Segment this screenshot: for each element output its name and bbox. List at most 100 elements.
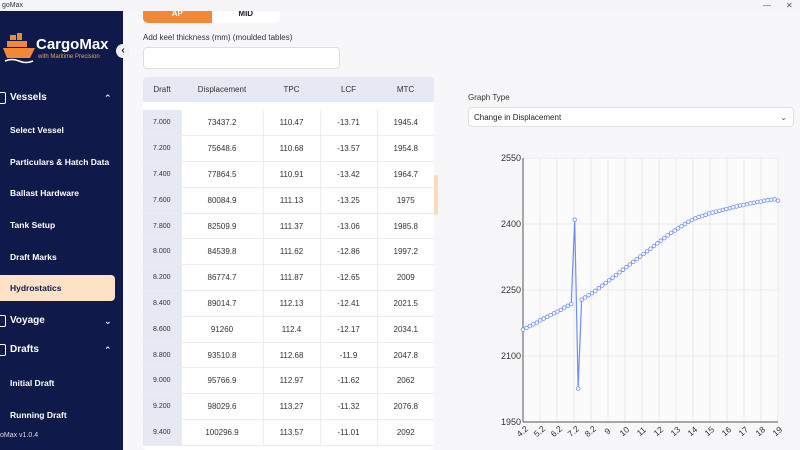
data-point (593, 288, 598, 294)
table-cell: 111.37 (262, 213, 320, 240)
table-cell: 77864.5 (180, 161, 263, 188)
sidebar-item-ballast-hardware[interactable]: Ballast Hardware (10, 188, 79, 198)
ship-icon (3, 33, 35, 64)
sidebar-item-initial-draft[interactable]: Initial Draft (10, 378, 55, 388)
data-point (555, 309, 560, 314)
data-point (655, 241, 660, 246)
table-cell: 2076.8 (376, 393, 434, 421)
x-tick-label: 9 (602, 426, 612, 437)
data-point (648, 246, 653, 251)
data-point (727, 205, 732, 211)
table-row: 7.800 82509.9 111.37 -13.06 1985.8 (143, 213, 434, 240)
chevron-left-icon: ‹ (121, 45, 125, 56)
sidebar-item-running-draft[interactable]: Running Draft (10, 410, 67, 420)
data-point (724, 206, 729, 212)
data-point (675, 226, 681, 231)
data-point (741, 202, 746, 208)
table-cell: 95766.9 (180, 367, 263, 395)
y-tick-label: 1950 (501, 417, 521, 427)
table-cell: 1985.8 (376, 213, 434, 240)
window-titlebar: goMax — ✕ (0, 0, 800, 11)
y-tick-label: 2100 (501, 351, 521, 361)
x-tick-label: 8.2 (583, 423, 599, 438)
table-cell: 7.800 (143, 213, 181, 240)
table-cell: -11.62 (319, 367, 377, 395)
data-point (603, 280, 608, 286)
window-title: goMax (2, 2, 24, 9)
table-cell: 2062 (376, 367, 434, 395)
sidebar-item-select-vessel[interactable]: Select Vessel (10, 125, 64, 135)
data-point (751, 200, 757, 206)
data-point (637, 254, 643, 259)
data-point (679, 223, 684, 229)
sidebar-item-particulars[interactable]: Particulars & Hatch Data (10, 157, 110, 167)
brand-tagline: with Maritime Precision (38, 54, 100, 60)
data-point (686, 219, 691, 224)
table-row: 8.600 91260 112.4 -12.17 2034.1 (143, 316, 434, 343)
table-row: 8.200 86774.7 111.87 -12.65 2009 (143, 264, 434, 292)
data-point (624, 264, 629, 270)
collapse-sidebar-button[interactable]: ‹ (116, 44, 130, 58)
section-label: Vessels (10, 92, 47, 103)
table-cell: -12.65 (319, 264, 377, 292)
hydrostatics-table: Draft Displacement TPC LCF MTC 7.000 7343… (143, 77, 434, 450)
data-point (631, 259, 636, 265)
displacement-chart: 4.2 5.2 6.2 7.2 8.2 9 10 11 12 13 14 15 16 17 18 192550… (501, 153, 784, 439)
table-row: 8.000 84539.8 111.62 -12.86 1997.2 (143, 238, 434, 266)
x-tick-label: 6.2 (549, 423, 565, 438)
data-point (617, 270, 622, 275)
sidebar-item-hydrostatics[interactable]: Hydrostatics (0, 275, 115, 301)
table-cell: -11.01 (319, 419, 377, 446)
x-tick-label: 16 (720, 424, 734, 438)
close-button[interactable]: ✕ (786, 1, 793, 10)
graph-type-label: Graph Type (468, 93, 510, 102)
section-label: Drafts (10, 344, 39, 355)
table-cell: -13.71 (319, 110, 377, 137)
graph-type-value: Change in Displacement (474, 113, 562, 122)
table-row: 9.400 100296.9 113.57 -11.01 2092 (143, 419, 434, 446)
table-cell: 111.13 (262, 187, 320, 214)
table-cell: 2092 (376, 419, 434, 446)
data-point (565, 303, 570, 309)
keel-thickness-input[interactable] (143, 47, 340, 69)
data-point (606, 278, 612, 283)
table-cell: 111.87 (262, 264, 320, 292)
sidebar-item-tank-setup[interactable]: Tank Setup (10, 220, 56, 230)
brand-name: CargoMax (36, 36, 109, 53)
table-cell: -13.57 (319, 135, 377, 163)
section-voyage[interactable]: Voyage ⌄ (0, 310, 123, 332)
y-tick-label: 2250 (501, 285, 521, 295)
data-point (744, 201, 750, 207)
chevron-up-icon: ⌃ (104, 93, 112, 103)
section-vessels[interactable]: Vessels ⌃ (0, 87, 123, 109)
table-cell: -12.41 (319, 290, 377, 317)
table-row: 7.200 75648.6 110.68 -13.57 1954.8 (143, 135, 434, 163)
table-scrollbar[interactable] (434, 175, 438, 215)
table-cell: 8.400 (143, 290, 181, 317)
table-header-row: Draft Displacement TPC LCF MTC (143, 77, 434, 102)
sidebar-item-draft-marks[interactable]: Draft Marks (10, 252, 57, 262)
table-cell: 86774.7 (180, 264, 263, 292)
graph-type-select[interactable]: Change in Displacement ⌄ (468, 107, 794, 127)
data-point (758, 199, 763, 204)
data-point (572, 217, 577, 222)
table-row: 9.000 95766.9 112.97 -11.62 2062 (143, 367, 434, 395)
x-tick-label: 12 (652, 424, 666, 438)
data-point (569, 301, 574, 307)
table-cell: 9.000 (143, 367, 181, 395)
table-cell: 8.000 (143, 238, 181, 266)
data-point (551, 311, 557, 316)
table-cell: 112.4 (262, 316, 320, 343)
x-tick-label: 15 (703, 424, 717, 438)
section-drafts[interactable]: Drafts ⌃ (0, 339, 123, 361)
data-point (634, 256, 639, 262)
table-cell: 113.27 (262, 393, 320, 421)
table-cell: 98029.6 (180, 393, 263, 421)
x-tick-label: 18 (754, 424, 768, 438)
table-cell: 73437.2 (180, 110, 263, 137)
y-tick-label: 2550 (501, 153, 521, 163)
data-point (641, 251, 646, 257)
table-cell: 1975 (376, 187, 434, 214)
segment-mid[interactable]: MID (238, 9, 254, 18)
minimize-button[interactable]: — (763, 1, 771, 10)
